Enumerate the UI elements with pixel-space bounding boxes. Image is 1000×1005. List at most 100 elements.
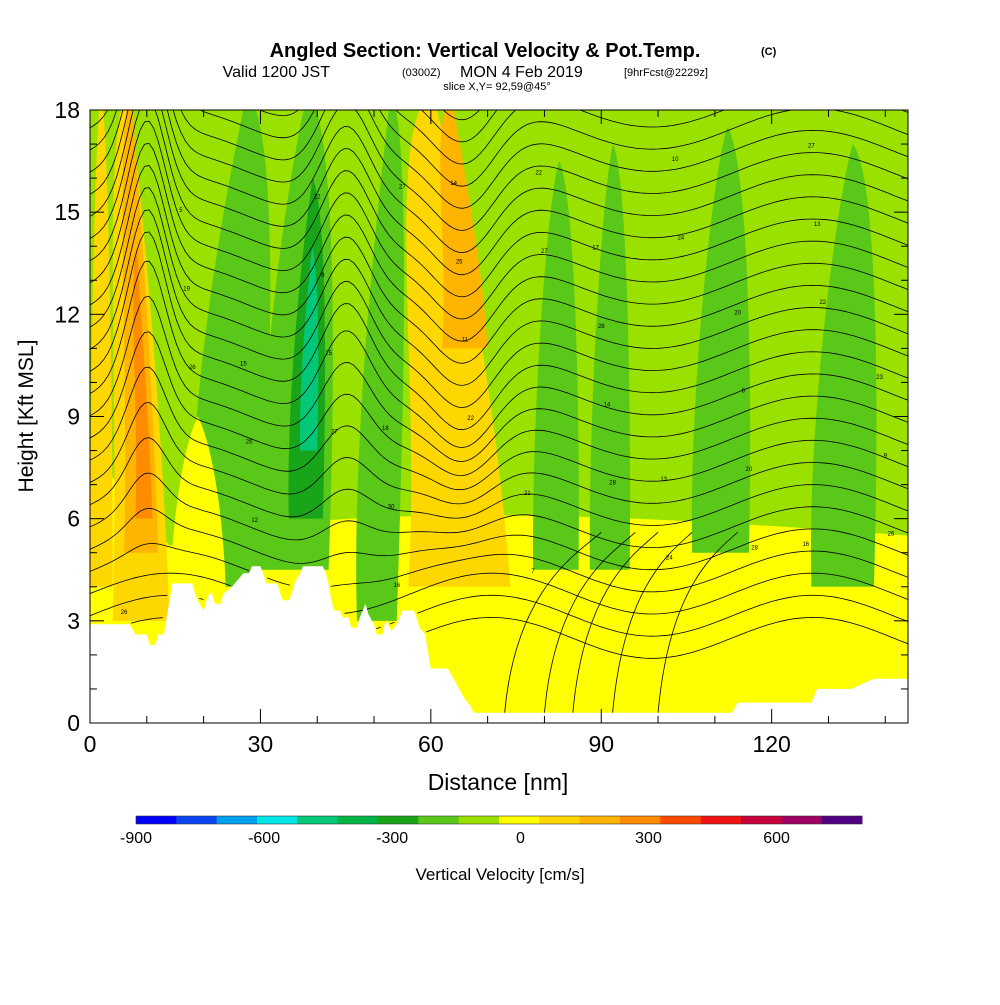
theta-contour-line — [572, 531, 659, 713]
theta-contour-line — [90, 110, 908, 209]
colorbar-swatch — [257, 816, 298, 824]
colorbar-swatch — [458, 816, 500, 824]
theta-contour-line — [90, 187, 908, 386]
colorbar-swatch — [781, 816, 823, 824]
contour-label: 28 — [609, 481, 616, 487]
contour-label: 24 — [677, 235, 684, 241]
contour-label: 26 — [888, 532, 895, 538]
colorbar-swatch — [176, 816, 218, 824]
theta-contour-line — [544, 531, 636, 713]
contour-label: 26 — [121, 610, 128, 616]
contour-label: 13 — [660, 477, 667, 483]
contour-label: 27 — [331, 430, 338, 436]
y-tick-label: 6 — [67, 506, 80, 532]
theta-contour-line — [90, 437, 908, 526]
velocity-band — [589, 144, 631, 570]
colorbar-label: Vertical Velocity [cm/s] — [415, 865, 584, 884]
colorbar-swatch — [821, 816, 863, 824]
contour-label: 16 — [393, 583, 400, 589]
velocity-band — [440, 110, 488, 349]
x-tick-label: 60 — [418, 731, 444, 757]
y-tick-label: 9 — [67, 404, 80, 430]
contour-label: 28 — [751, 545, 758, 551]
x-axis: 0 30 60 90 120 — [84, 110, 886, 757]
contour-label: 15 — [240, 361, 247, 367]
contour-label: 16 — [802, 542, 809, 548]
colorbar-tick-label: -900 — [120, 830, 152, 847]
theta-contour-line — [90, 209, 908, 409]
colorbar-swatch — [297, 816, 339, 824]
theta-contour-line — [90, 231, 908, 431]
colorbar-tick-label: 0 — [516, 830, 525, 847]
valid-date: MON 4 Feb 2019 — [460, 64, 583, 81]
y-tick-label: 3 — [67, 608, 80, 634]
contour-label: 10 — [672, 157, 679, 163]
contour-label: 25 — [325, 351, 332, 357]
contour-labels: 26 27 27 28 26 27 28 22 24 22 24 26 25 22 20 19 16 14 13 12… — [121, 144, 895, 617]
velocity-band — [406, 110, 511, 587]
colorbar-tick-label: -300 — [376, 830, 408, 847]
theta-contour-line — [90, 260, 908, 448]
contour-label: 21 — [524, 491, 531, 497]
valid-utc: (0300Z) — [402, 67, 441, 79]
y-tick-label: 12 — [54, 301, 80, 327]
colorbar-swatch — [660, 816, 702, 824]
velocity-band — [169, 416, 227, 621]
colorbar-swatch — [378, 816, 419, 824]
contour-label: 14 — [450, 181, 457, 187]
contour-label: 23 — [876, 375, 883, 381]
terrain — [90, 566, 908, 723]
theta-contour-line — [90, 472, 908, 548]
contour-label: 26 — [189, 365, 196, 371]
contour-label: 19 — [183, 287, 190, 293]
contour-label: 27 — [808, 144, 815, 150]
contour-label: 26 — [246, 440, 253, 446]
contour-label: 27 — [541, 249, 548, 255]
colorbar-swatch — [418, 816, 460, 824]
x-axis-label: Distance [nm] — [428, 769, 569, 795]
contour-label: 11 — [462, 338, 469, 344]
contour-label: 30 — [388, 504, 395, 510]
colorbar: -900 -600 -300 0 300 600 — [120, 815, 863, 847]
colorbar-frame — [135, 815, 863, 825]
theta-contours — [90, 110, 908, 713]
x-tick-label: 30 — [248, 731, 274, 757]
contour-label: 7 — [531, 569, 535, 575]
y-tick-label: 15 — [54, 199, 80, 225]
velocity-band — [90, 110, 113, 587]
velocity-band — [356, 110, 405, 621]
colorbar-swatch — [499, 816, 540, 824]
y-axis: 0 3 6 9 12 15 18 — [54, 97, 908, 736]
colorbar-tick-label: 300 — [635, 830, 662, 847]
theta-contour-line — [90, 366, 908, 491]
velocity-band — [299, 246, 319, 451]
valid-time: Valid 1200 JST — [223, 64, 331, 81]
contour-label: 22 — [467, 416, 474, 422]
theta-contour-line — [612, 531, 693, 713]
slice-info: slice X,Y= 92,59@45° — [443, 81, 551, 93]
contour-label: 9 — [884, 453, 888, 459]
theta-contour-line — [90, 142, 908, 342]
contour-label: 20 — [746, 467, 753, 473]
theta-contour-line — [90, 295, 908, 462]
contour-label: 5 — [179, 208, 183, 214]
contour-label: 22 — [535, 171, 542, 177]
colorbar-swatch — [539, 816, 581, 824]
contour-label: 6 — [742, 389, 746, 395]
theta-contour-line — [90, 120, 908, 320]
theta-contour-line — [657, 531, 738, 713]
colorbar-tick-label: -600 — [248, 830, 280, 847]
contour-label: 27 — [399, 184, 406, 190]
colorbar-swatch — [337, 816, 379, 824]
theta-contour-line — [258, 110, 908, 165]
contour-label: 14 — [604, 402, 611, 408]
theta-contour-line — [90, 543, 908, 593]
theta-contour-line — [504, 531, 602, 713]
velocity-band — [133, 246, 153, 519]
contour-label: 17 — [592, 246, 599, 252]
theta-contour-line — [90, 110, 908, 276]
contour-label: 13 — [814, 222, 821, 228]
colorbar-swatch — [700, 816, 742, 824]
contour-label: 28 — [598, 324, 605, 330]
contour-label: 22 — [819, 300, 826, 306]
